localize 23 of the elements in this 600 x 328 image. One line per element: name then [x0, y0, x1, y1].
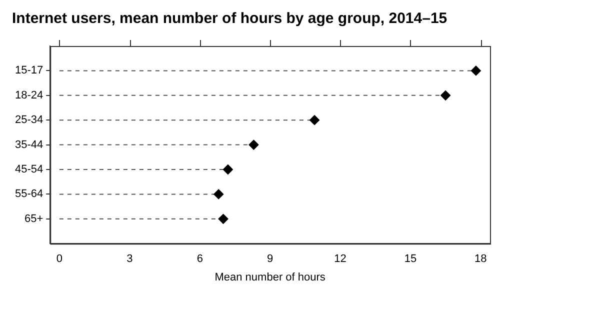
point — [218, 214, 228, 224]
x-axis-title: Mean number of hours — [214, 271, 326, 284]
point — [222, 164, 233, 174]
y-tick-label: 15-17 — [14, 64, 44, 77]
y-tick-label: 35-44 — [14, 138, 44, 151]
x-tick-label: 12 — [334, 253, 346, 266]
y-tick-label: 55-64 — [14, 188, 44, 200]
point — [470, 66, 481, 76]
x-tick-label: 3 — [126, 253, 133, 266]
point — [214, 189, 224, 200]
x-tick-label: 9 — [267, 253, 274, 266]
x-tick-label: 18 — [474, 253, 487, 266]
x-tick-label: 15 — [404, 253, 417, 266]
y-tick-label: 45-54 — [14, 164, 44, 176]
chart-title: Internet users, mean number of hours by age group, 2014–15 — [12, 10, 448, 28]
point — [310, 115, 320, 126]
point — [248, 140, 259, 150]
point — [440, 90, 451, 100]
y-tick-label: 25-34 — [14, 114, 44, 126]
y-tick-label: 65+ — [24, 212, 44, 225]
x-tick-label: 6 — [196, 253, 203, 266]
y-tick-label: 18-24 — [14, 89, 44, 102]
x-tick-label: 0 — [56, 253, 63, 266]
